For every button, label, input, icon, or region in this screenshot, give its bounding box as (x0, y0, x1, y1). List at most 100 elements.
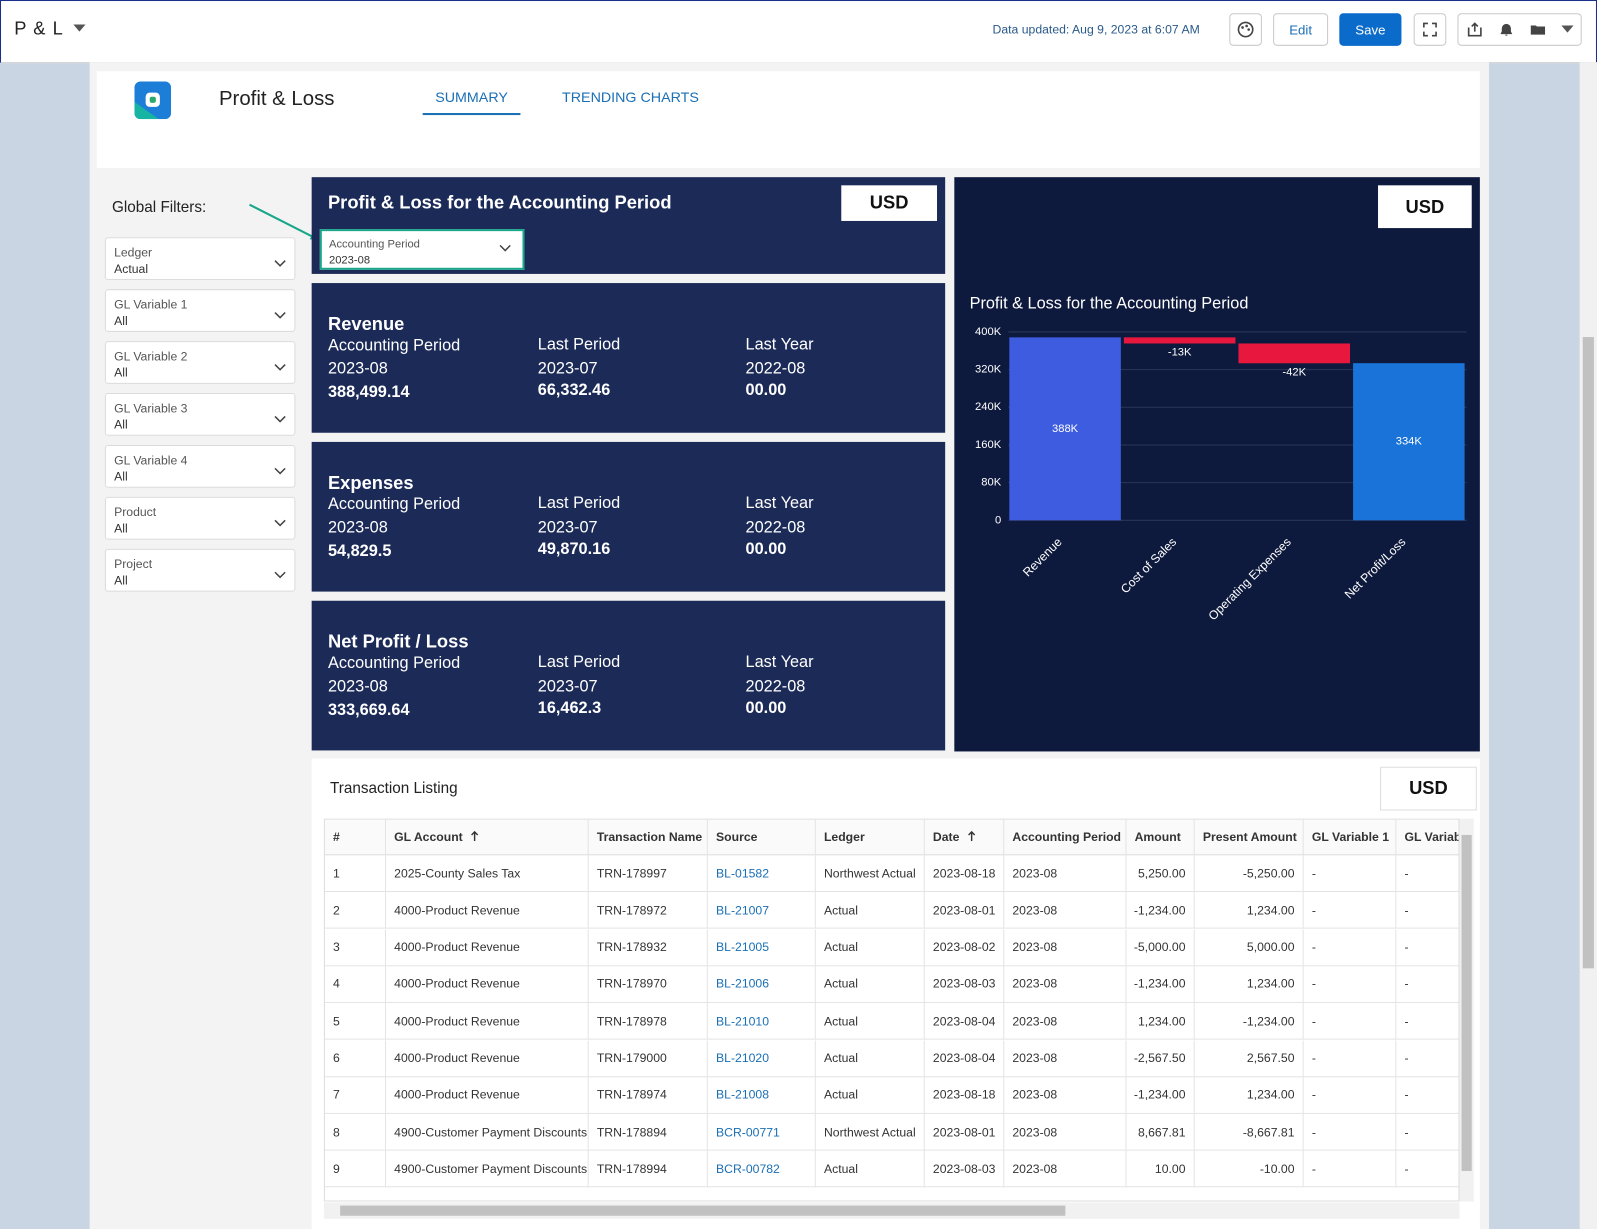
filter-dropdown[interactable]: GL Variable 2 All (104, 341, 296, 384)
tab[interactable]: SUMMARY (435, 88, 508, 105)
value-label: -13K (1168, 347, 1192, 359)
column-header[interactable]: Present Amount (1193, 819, 1303, 856)
kpi-label: Accounting Period (327, 654, 461, 673)
table-cell: 2023-08-02 (923, 929, 1004, 966)
tab[interactable]: TRENDING CHARTS (562, 88, 699, 105)
table-cell: 2023-08-04 (923, 1040, 1004, 1077)
filter-label: Ledger (114, 245, 153, 260)
source-link[interactable]: BL-21005 (706, 929, 815, 966)
table-cell: 4900-Customer Payment Discounts (384, 1114, 588, 1151)
header-text: GL Variable 2 (1404, 829, 1458, 845)
edit-button[interactable]: Edit (1273, 13, 1329, 46)
filters-label: Global Filters: (112, 198, 207, 216)
app-name: Profit & Loss (218, 87, 335, 110)
table-cell: TRN-178932 (587, 929, 707, 966)
kpi-period: 2022-08 (745, 519, 806, 537)
filter-dropdown[interactable]: GL Variable 4 All (104, 444, 296, 488)
table-cell: - (1302, 1040, 1396, 1077)
table-cell: 5,250.00 (1125, 855, 1194, 892)
filter-dropdown[interactable]: Project All (104, 548, 296, 592)
chevron (274, 410, 286, 428)
chevron (499, 244, 511, 252)
table-vscroll[interactable] (1459, 818, 1474, 1202)
kpi-title: Net Profit / Loss (327, 631, 469, 652)
table-title: Transaction Listing (329, 779, 458, 798)
y-tick-label: 80K (981, 477, 1001, 489)
column-header[interactable]: GL Account (384, 819, 588, 856)
kpi-value: 00.00 (745, 381, 787, 400)
table-cell: - (1302, 1077, 1396, 1114)
source-link[interactable]: BCR-00771 (706, 1114, 815, 1151)
table-cell: -1,234.00 (1125, 1077, 1194, 1114)
chart-currency: USD (1378, 185, 1472, 229)
table-cell: Actual (814, 1077, 924, 1114)
column-header[interactable]: Transaction Name (587, 819, 707, 856)
fullscreen-button[interactable] (1413, 13, 1447, 46)
sort-arrow (471, 830, 479, 844)
column-header[interactable]: GL Variable 2 (1395, 819, 1459, 856)
filter-dropdown[interactable]: Ledger Actual (104, 237, 296, 281)
table-cell: -8,667.81 (1193, 1114, 1303, 1151)
table-cell: - (1302, 1150, 1396, 1188)
table-cell: TRN-178994 (587, 1150, 707, 1188)
table-cell: 2023-08 (1003, 966, 1126, 1003)
value-label: 388K (1052, 423, 1079, 435)
column-header[interactable]: # (324, 819, 385, 856)
kpi-label: Last Year (745, 494, 814, 513)
column-header[interactable]: Date (923, 819, 1004, 856)
column-header[interactable]: GL Variable 1 (1302, 819, 1396, 856)
folder-button[interactable] (1529, 21, 1545, 37)
source-link[interactable]: BL-21010 (706, 1003, 815, 1040)
column-header[interactable]: Amount (1125, 819, 1194, 856)
table-cell: - (1302, 966, 1396, 1003)
kpi-value: 333,669.64 (327, 701, 410, 719)
filter-value: Actual (114, 261, 149, 276)
theme-button[interactable] (1229, 13, 1262, 46)
table-cell: -1,234.00 (1125, 966, 1194, 1003)
filter-dropdown[interactable]: GL Variable 3 All (104, 393, 296, 436)
filter-dropdown[interactable]: Product All (104, 496, 296, 540)
table-cell: 8 (324, 1114, 385, 1151)
title-menu[interactable] (73, 24, 86, 32)
period-selector[interactable]: Accounting Period 2023-08 (319, 229, 525, 270)
selector-label: Accounting Period (328, 238, 420, 251)
table-cell: - (1302, 929, 1396, 966)
table-hscroll[interactable] (323, 1202, 1460, 1219)
table-cell: 4000-Product Revenue (384, 1040, 588, 1077)
chart-title: Profit & Loss for the Accounting Period (970, 295, 1249, 313)
source-link[interactable]: BCR-00782 (706, 1150, 815, 1188)
kpi-value: 66,332.46 (537, 381, 611, 400)
more-button[interactable] (1560, 25, 1574, 33)
source-link[interactable]: BL-01582 (706, 855, 815, 892)
table-cell: 7 (324, 1077, 385, 1114)
table-cell: - (1302, 855, 1396, 892)
notify-button[interactable] (1498, 21, 1514, 37)
table-cell: 4000-Product Revenue (384, 1077, 588, 1114)
table-cell: 2023-08 (1003, 855, 1126, 892)
source-link[interactable]: BL-21020 (706, 1040, 815, 1077)
kpi-period: 2023-08 (327, 678, 388, 696)
kpi-label: Last Period (537, 494, 621, 513)
table-cell: TRN-178894 (587, 1114, 707, 1151)
source-link[interactable]: BL-21007 (706, 892, 815, 929)
value-label: -42K (1282, 366, 1306, 378)
source-link[interactable]: BL-21008 (706, 1077, 815, 1114)
table-cell: TRN-178997 (587, 855, 707, 892)
filter-dropdown[interactable]: GL Variable 1 All (104, 289, 296, 332)
kpi-value: 00.00 (745, 699, 787, 717)
column-header[interactable]: Ledger (814, 819, 924, 856)
column-header[interactable]: Source (706, 819, 815, 856)
table-cell: 2023-08-03 (923, 966, 1004, 1003)
kpi-label: Last Period (537, 653, 621, 672)
table-cell: TRN-178974 (587, 1077, 707, 1114)
column-header[interactable]: Accounting Period (1003, 819, 1126, 856)
save-button[interactable]: Save (1339, 13, 1402, 46)
share-button[interactable] (1466, 21, 1482, 37)
table-cell: - (1302, 892, 1396, 929)
header-text: Ledger (823, 829, 865, 845)
page-scrollbar[interactable] (1579, 62, 1597, 1229)
app-header (96, 71, 1480, 169)
source-link[interactable]: BL-21006 (706, 966, 815, 1003)
tab-underline (422, 113, 521, 116)
